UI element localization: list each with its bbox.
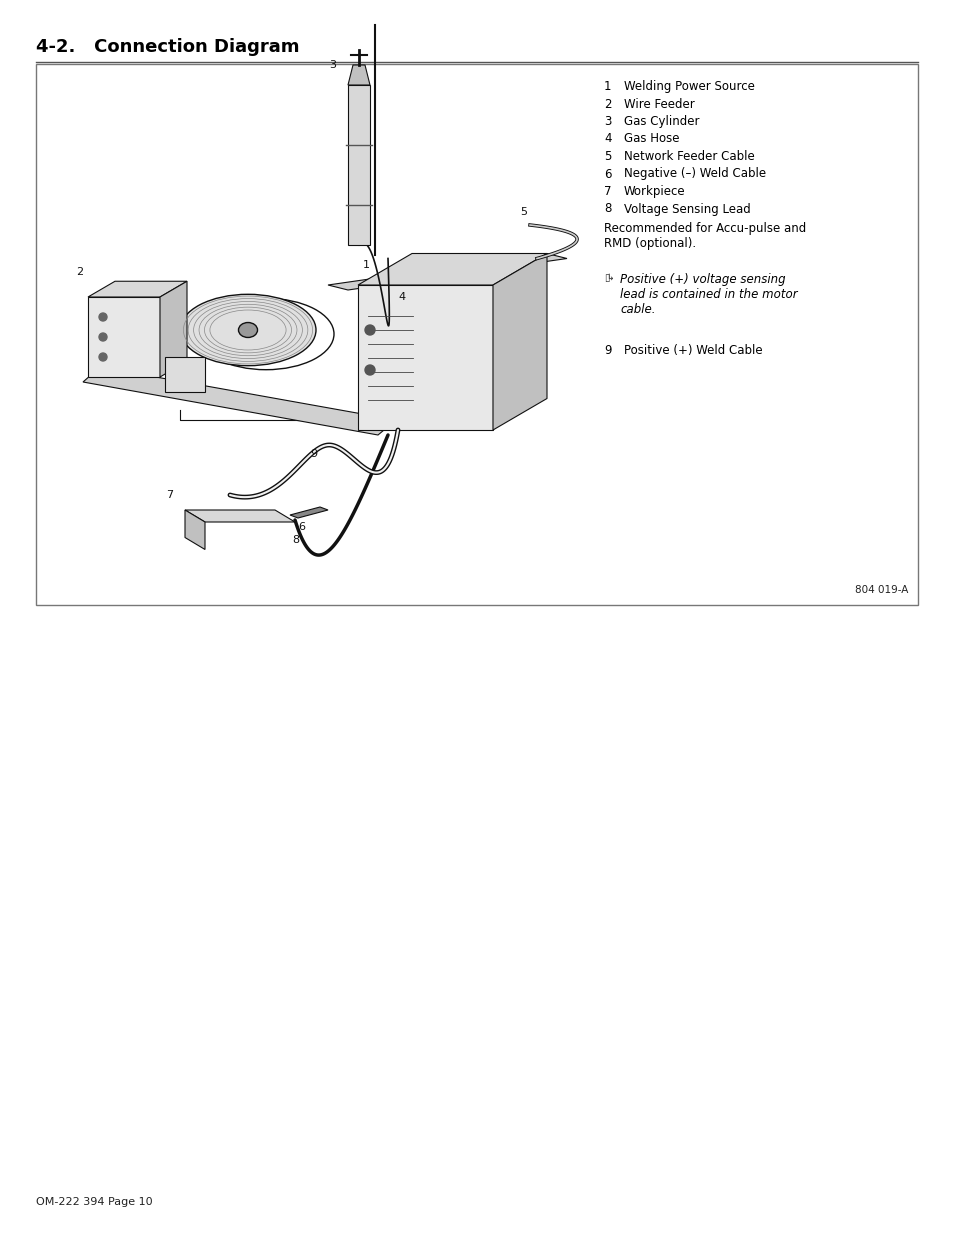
Polygon shape bbox=[357, 285, 493, 430]
Polygon shape bbox=[348, 65, 370, 85]
Polygon shape bbox=[88, 282, 187, 296]
Text: Welding Power Source: Welding Power Source bbox=[623, 80, 754, 93]
Text: Workpiece: Workpiece bbox=[623, 185, 685, 198]
Polygon shape bbox=[328, 253, 566, 290]
Circle shape bbox=[99, 353, 107, 361]
Text: 8: 8 bbox=[292, 535, 299, 545]
Circle shape bbox=[99, 312, 107, 321]
Polygon shape bbox=[165, 357, 205, 391]
Text: 3: 3 bbox=[603, 115, 611, 128]
Polygon shape bbox=[88, 296, 160, 377]
Polygon shape bbox=[290, 508, 328, 517]
Circle shape bbox=[365, 325, 375, 335]
Text: 2: 2 bbox=[603, 98, 611, 110]
Text: 9: 9 bbox=[603, 345, 611, 357]
Polygon shape bbox=[185, 510, 294, 522]
Text: 1: 1 bbox=[363, 261, 370, 270]
Text: Recommended for Accu-pulse and
RMD (optional).: Recommended for Accu-pulse and RMD (opti… bbox=[603, 222, 805, 249]
Bar bbox=[36, 64, 917, 605]
Text: 3: 3 bbox=[329, 61, 335, 70]
Ellipse shape bbox=[180, 294, 315, 366]
Circle shape bbox=[365, 366, 375, 375]
Text: Negative (–) Weld Cable: Negative (–) Weld Cable bbox=[623, 168, 765, 180]
Text: 6: 6 bbox=[297, 522, 305, 532]
Polygon shape bbox=[493, 253, 546, 430]
Text: 4: 4 bbox=[397, 291, 405, 303]
Text: 2: 2 bbox=[76, 267, 83, 277]
Polygon shape bbox=[160, 282, 187, 377]
Ellipse shape bbox=[238, 322, 257, 337]
Text: Gas Hose: Gas Hose bbox=[623, 132, 679, 146]
Text: 7: 7 bbox=[166, 490, 172, 500]
Text: 4-2.   Connection Diagram: 4-2. Connection Diagram bbox=[36, 38, 299, 56]
Polygon shape bbox=[185, 510, 205, 550]
Text: Voltage Sensing Lead: Voltage Sensing Lead bbox=[623, 203, 750, 215]
Text: ▯: ▯ bbox=[603, 273, 609, 283]
Text: 5: 5 bbox=[519, 207, 526, 217]
Text: ↳: ↳ bbox=[605, 273, 613, 282]
Text: 1: 1 bbox=[603, 80, 611, 93]
Text: Gas Cylinder: Gas Cylinder bbox=[623, 115, 699, 128]
Text: Positive (+) Weld Cable: Positive (+) Weld Cable bbox=[623, 345, 761, 357]
Polygon shape bbox=[357, 253, 546, 285]
Text: 7: 7 bbox=[603, 185, 611, 198]
Text: Network Feeder Cable: Network Feeder Cable bbox=[623, 149, 754, 163]
Text: Wire Feeder: Wire Feeder bbox=[623, 98, 694, 110]
Text: 4: 4 bbox=[603, 132, 611, 146]
Text: 9: 9 bbox=[310, 450, 316, 459]
Bar bbox=[348, 85, 370, 245]
Text: 804 019-A: 804 019-A bbox=[854, 585, 907, 595]
Circle shape bbox=[99, 333, 107, 341]
Text: 6: 6 bbox=[603, 168, 611, 180]
Text: 8: 8 bbox=[603, 203, 611, 215]
Text: OM-222 394 Page 10: OM-222 394 Page 10 bbox=[36, 1197, 152, 1207]
Text: Positive (+) voltage sensing
lead is contained in the motor
cable.: Positive (+) voltage sensing lead is con… bbox=[619, 273, 797, 316]
Text: 5: 5 bbox=[603, 149, 611, 163]
Polygon shape bbox=[83, 367, 395, 435]
